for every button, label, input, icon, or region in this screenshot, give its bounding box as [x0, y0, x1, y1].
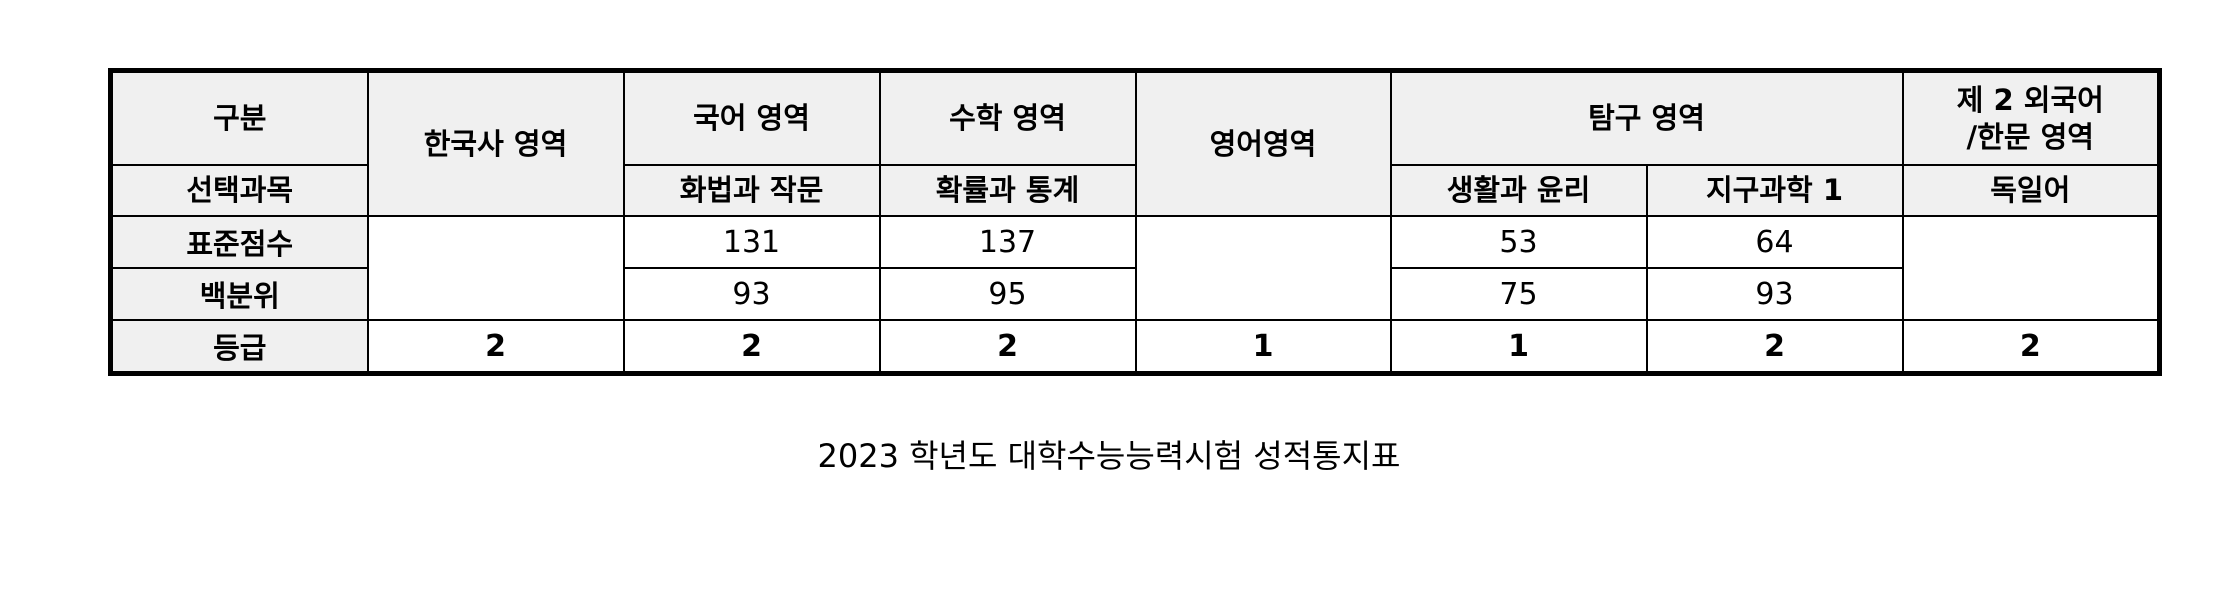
elective-label: 선택과목 [109, 164, 369, 217]
elective-inquiry-2: 지구과학 1 [1645, 164, 1904, 217]
header-inquiry: 탐구 영역 [1389, 69, 1904, 166]
elective-second-language: 독일어 [1901, 164, 2161, 217]
grade-inquiry-1: 1 [1389, 319, 1648, 375]
percentile-korean: 93 [622, 267, 881, 321]
elective-inquiry-1: 생활과 윤리 [1389, 164, 1648, 217]
grade-math: 2 [878, 319, 1137, 375]
header-korean: 국어 영역 [622, 69, 881, 166]
grade-label: 등급 [109, 319, 369, 375]
standard-score-inquiry-1: 53 [1389, 215, 1648, 269]
percentile-math: 95 [878, 267, 1137, 321]
standard-score-korean-history-empty [366, 215, 625, 321]
header-row-electives: 선택과목 화법과 작문 확률과 통계 생활과 윤리 지구과학 1 독일어 [109, 164, 2161, 217]
elective-korean: 화법과 작문 [622, 164, 881, 217]
grade-row: 등급 2 2 2 1 1 2 2 [109, 319, 2161, 375]
header-english: 영어영역 [1134, 69, 1392, 217]
percentile-inquiry-1: 75 [1389, 267, 1648, 321]
header-second-language: 제 2 외국어 /한문 영역 [1901, 69, 2161, 166]
score-table: 구분 한국사 영역 국어 영역 수학 영역 영어영역 탐구 영역 제 2 외국어… [108, 68, 2163, 376]
standard-score-second-language-empty [1901, 215, 2161, 321]
grade-korean: 2 [622, 319, 881, 375]
header-korean-history: 한국사 영역 [366, 69, 625, 217]
standard-score-math: 137 [878, 215, 1137, 269]
standard-score-label: 표준점수 [109, 215, 369, 269]
grade-inquiry-2: 2 [1645, 319, 1904, 375]
header-row-subjects: 구분 한국사 영역 국어 영역 수학 영역 영어영역 탐구 영역 제 2 외국어… [109, 69, 2161, 217]
elective-math: 확률과 통계 [878, 164, 1137, 217]
grade-english: 1 [1134, 319, 1392, 375]
grade-second-language: 2 [1901, 319, 2161, 375]
standard-score-korean: 131 [622, 215, 881, 269]
percentile-row: 백분위 93 95 75 93 [109, 267, 2160, 321]
header-category: 구분 [109, 69, 369, 166]
header-math: 수학 영역 [878, 69, 1137, 166]
standard-score-inquiry-2: 64 [1645, 215, 1904, 269]
standard-score-row: 표준점수 131 137 53 64 [109, 215, 2161, 321]
document-caption: 2023 학년도 대학수능능력시험 성적통지표 [817, 437, 1401, 475]
percentile-label: 백분위 [109, 267, 369, 321]
percentile-inquiry-2: 93 [1645, 267, 1904, 321]
standard-score-english-empty [1134, 215, 1392, 321]
grade-korean-history: 2 [366, 319, 625, 375]
